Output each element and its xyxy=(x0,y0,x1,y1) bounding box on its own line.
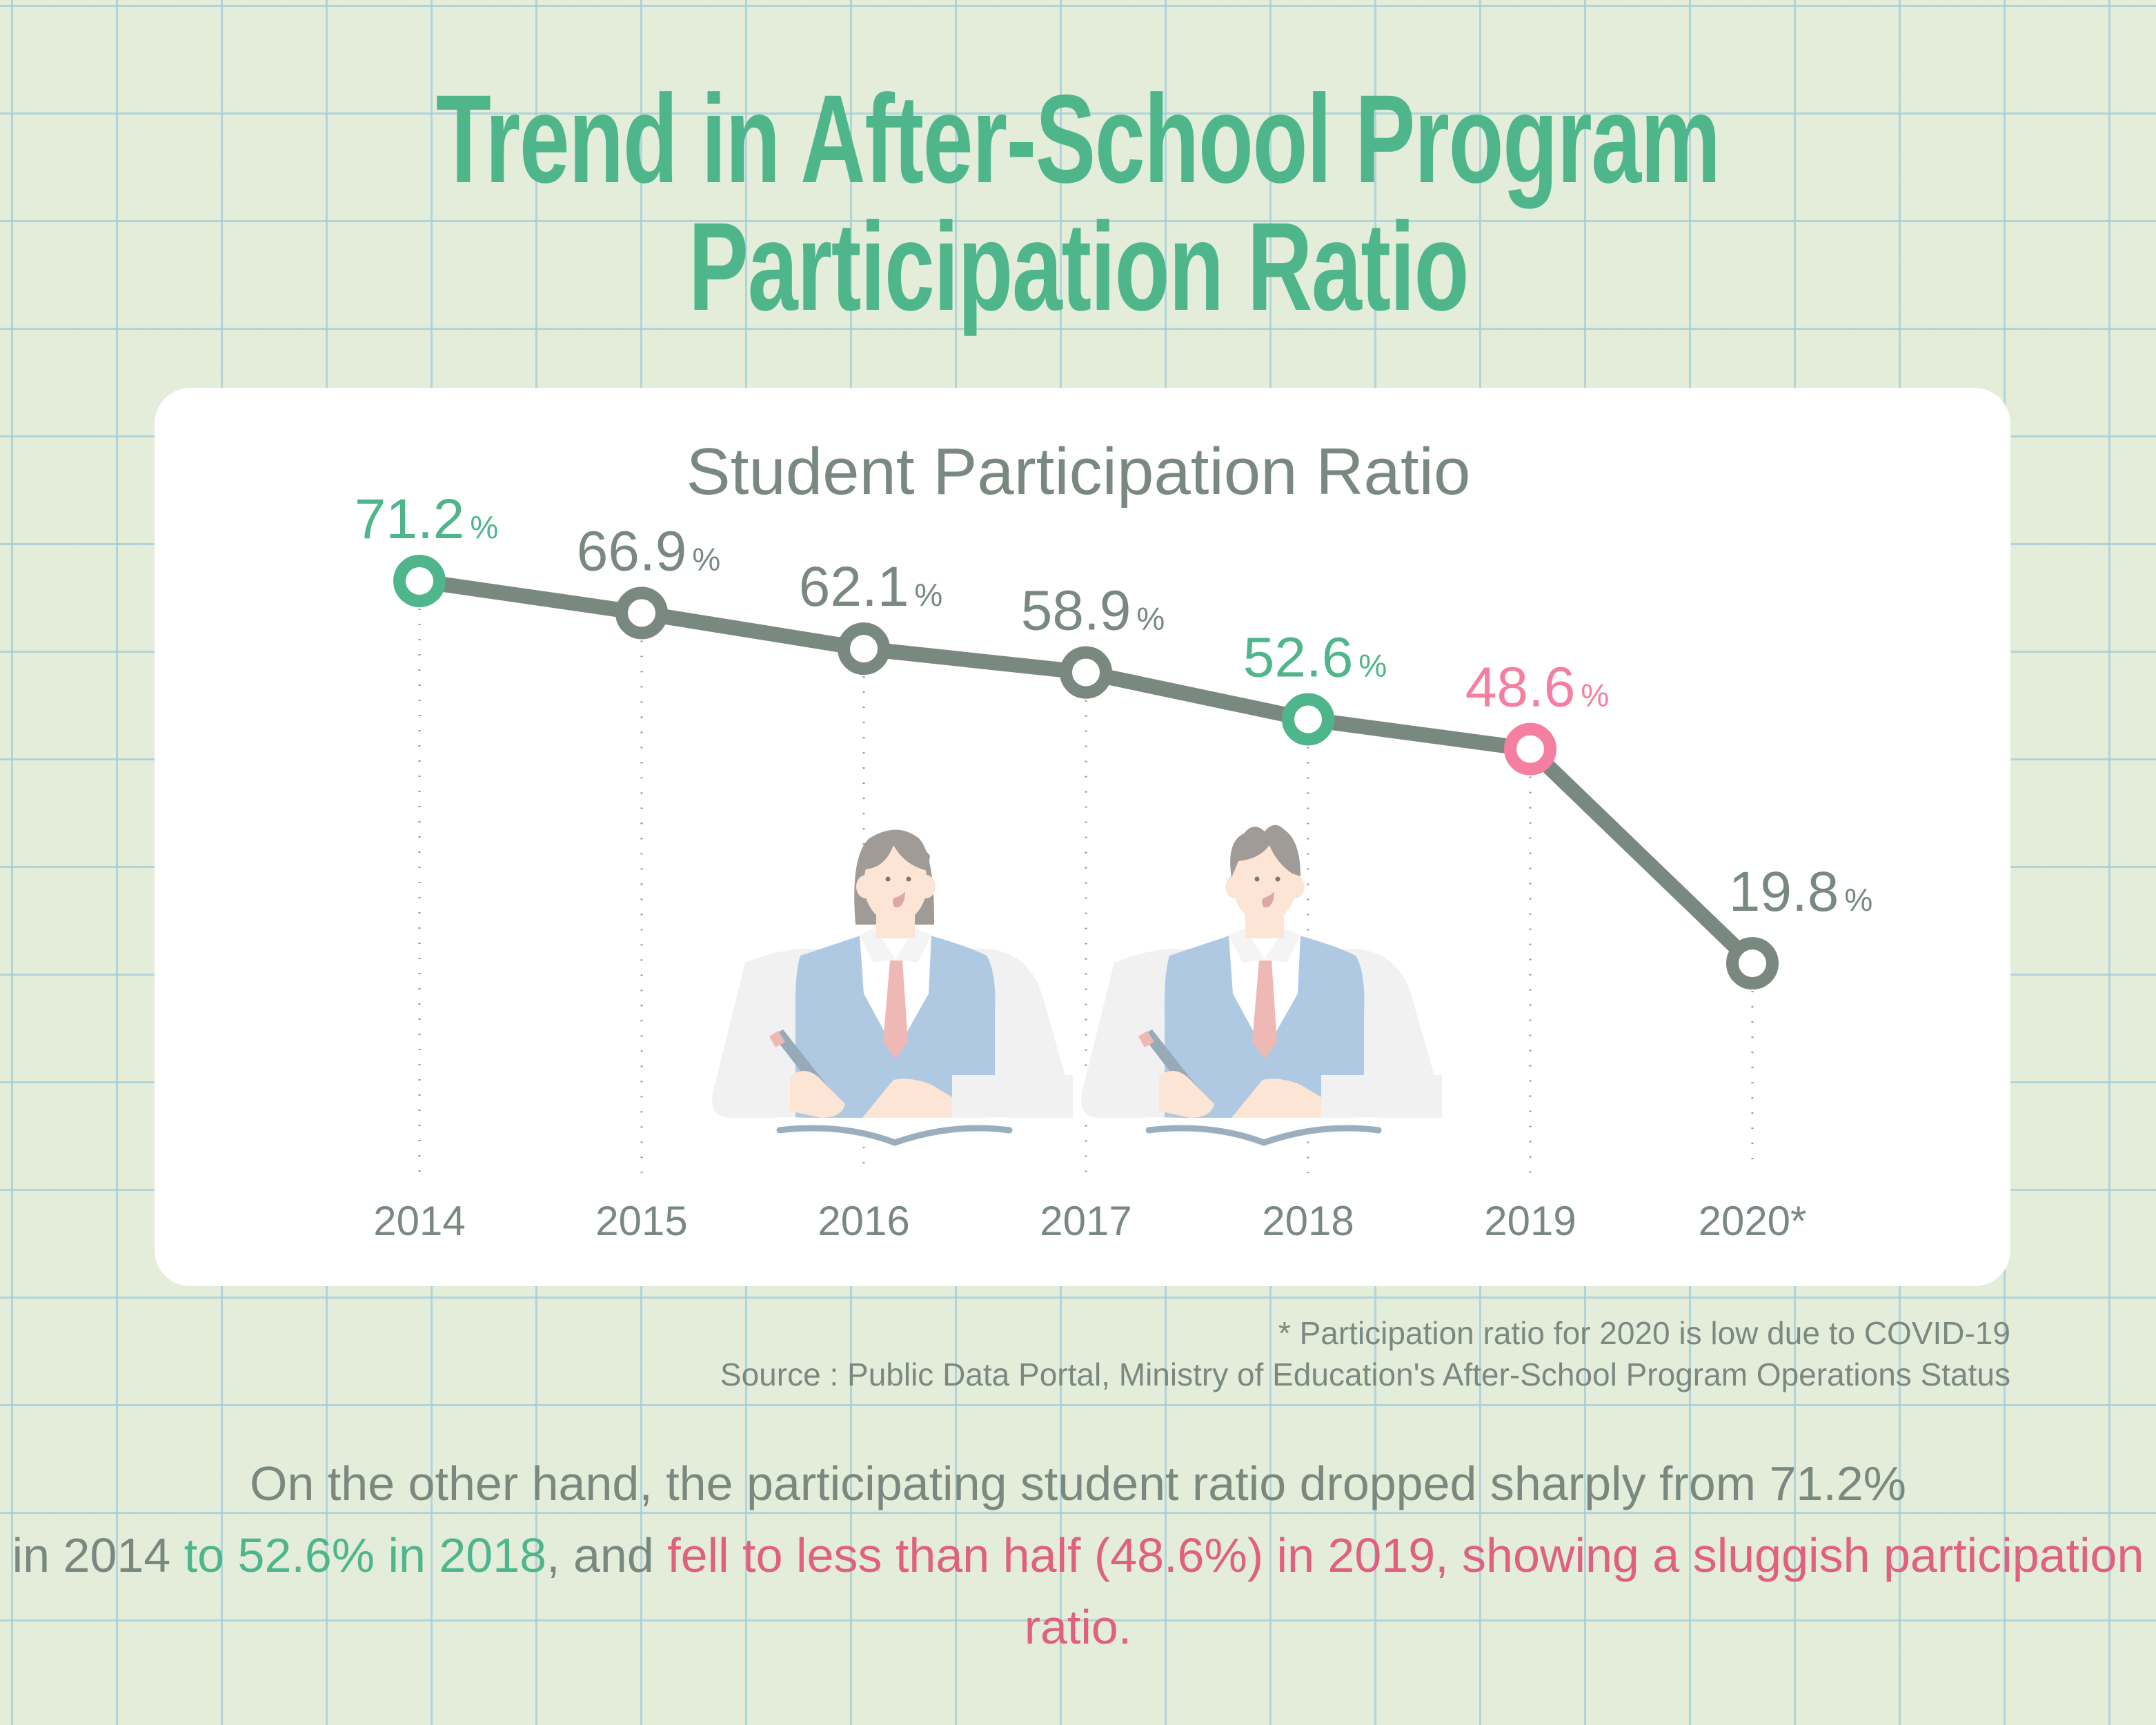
x-tick-label: 2019 xyxy=(1484,1198,1576,1244)
data-label-value: 58.9 xyxy=(1021,580,1131,642)
data-label-value: 62.1 xyxy=(799,555,909,618)
data-point xyxy=(1282,693,1334,746)
data-label: 66.9% xyxy=(577,520,721,582)
data-label: 58.9% xyxy=(1021,580,1165,642)
data-label-value: 19.8 xyxy=(1729,860,1839,923)
data-label: 52.6% xyxy=(1243,627,1387,689)
data-label-unit: % xyxy=(470,509,498,545)
title-line-2: Participation Ratio xyxy=(688,196,1469,337)
data-point xyxy=(838,622,890,676)
data-label-value: 52.6 xyxy=(1243,627,1354,689)
student-illustration-girl xyxy=(712,829,1073,1143)
data-label-unit: % xyxy=(692,541,720,577)
footnote-covid: * Participation ratio for 2020 is low du… xyxy=(1278,1315,2010,1351)
summary-text-1: On the other hand, the participating stu… xyxy=(250,1457,1906,1510)
data-label-unit: % xyxy=(914,577,942,613)
data-label: 62.1% xyxy=(799,555,943,618)
data-label-value: 71.2 xyxy=(355,488,465,551)
summary-text-2: in 2014 xyxy=(12,1528,184,1582)
summary-highlight-green: to 52.6% in 2018 xyxy=(184,1528,547,1582)
chart-card xyxy=(155,388,2010,1286)
data-point xyxy=(1060,646,1112,699)
x-tick-label: 2016 xyxy=(818,1198,909,1244)
data-label: 48.6% xyxy=(1465,656,1610,719)
summary-highlight-pink: fell to less than half (48.6%) in 2019, … xyxy=(667,1528,2144,1654)
data-label-value: 48.6 xyxy=(1465,656,1576,719)
data-point xyxy=(1726,937,1779,990)
x-tick-label: 2015 xyxy=(595,1198,687,1244)
data-label: 19.8% xyxy=(1729,860,1873,923)
x-tick-label: 2020* xyxy=(1699,1198,1807,1244)
title-line-1: Trend in After-School Program xyxy=(436,68,1721,209)
student-illustration-boy xyxy=(1081,825,1442,1143)
chart-title: Student Participation Ratio xyxy=(686,435,1471,509)
data-label-value: 66.9 xyxy=(577,520,687,582)
data-point xyxy=(1504,722,1556,776)
data-label-unit: % xyxy=(1844,882,1872,918)
summary-text-4: , and xyxy=(546,1528,668,1582)
data-point xyxy=(615,586,668,640)
data-label: 71.2% xyxy=(355,488,499,551)
summary-paragraph: On the other hand, the participating stu… xyxy=(0,1448,2156,1663)
data-point xyxy=(393,555,446,607)
x-tick-label: 2018 xyxy=(1262,1198,1354,1244)
data-label-unit: % xyxy=(1581,678,1609,713)
data-label-unit: % xyxy=(1136,601,1165,637)
x-tick-label: 2014 xyxy=(373,1198,465,1244)
footnote-source: Source : Public Data Portal, Ministry of… xyxy=(720,1357,2010,1392)
data-label-unit: % xyxy=(1358,648,1387,684)
x-tick-label: 2017 xyxy=(1040,1198,1131,1244)
